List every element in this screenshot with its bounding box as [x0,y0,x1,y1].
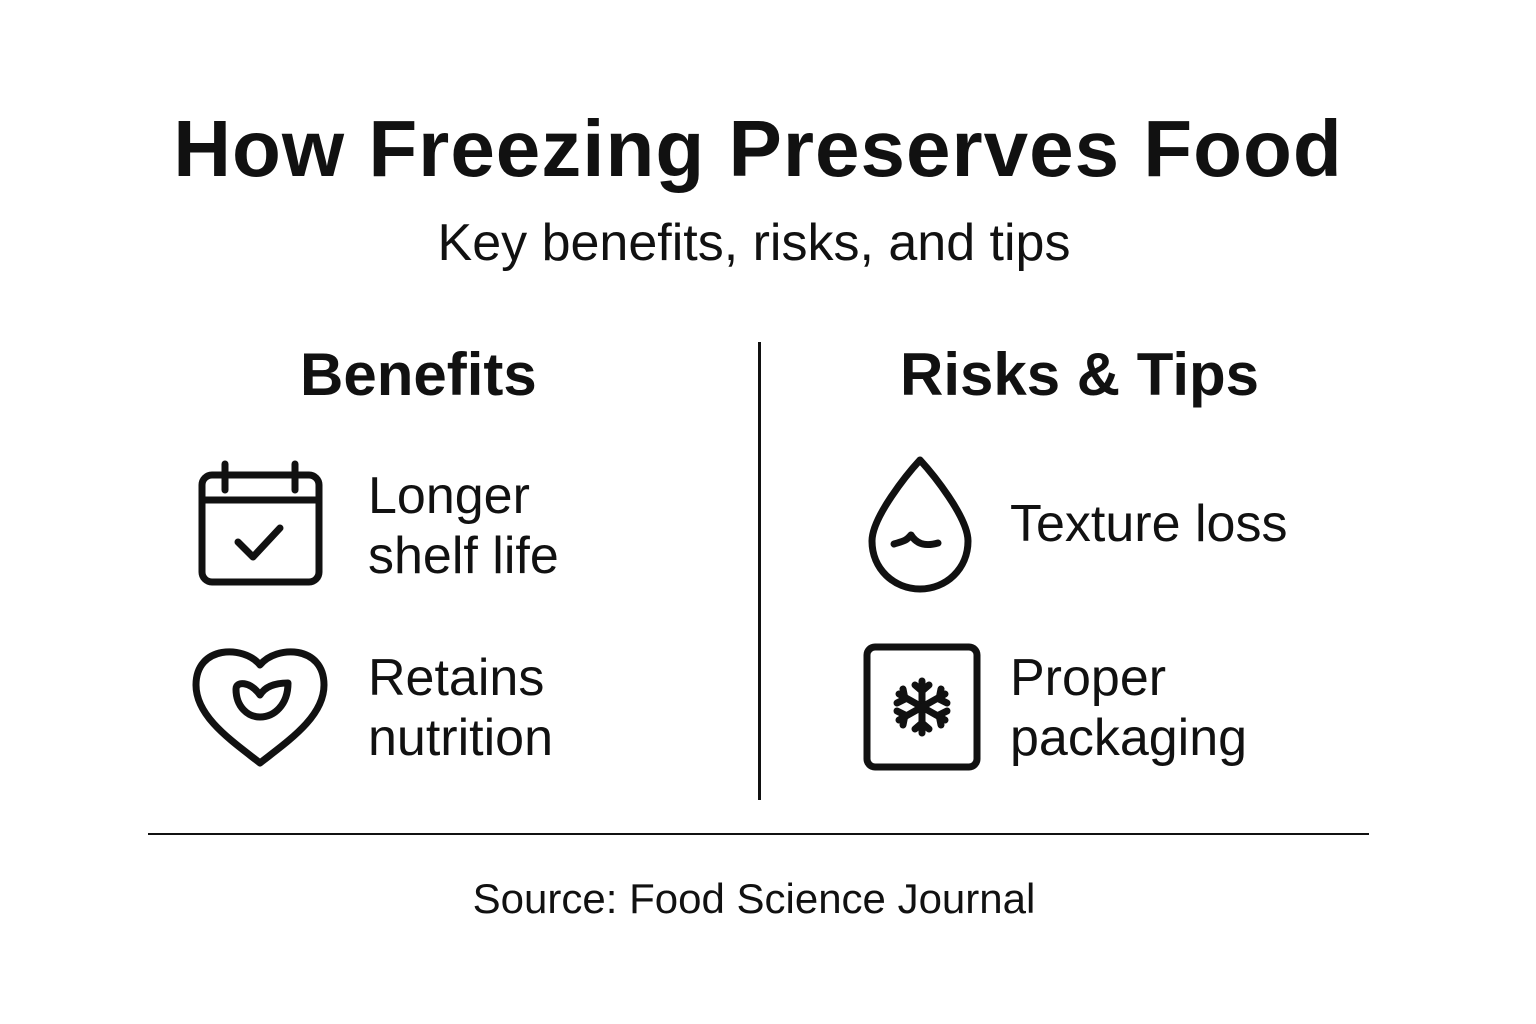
risks-heading: Risks & Tips [900,341,1260,408]
benefits-heading: Benefits [300,341,537,408]
benefit-label-line1: Longer [368,467,530,525]
footer-divider [148,833,1369,835]
benefit-item-shelf-life: Longer shelf life [368,466,559,586]
column-divider [758,342,761,800]
risk-label-line2: packaging [1010,709,1248,767]
snowflake-box-icon [863,643,981,771]
benefit-label-line1: Retains [368,649,545,707]
benefit-label-line2: nutrition [368,709,553,767]
risk-item-texture-loss: Texture loss [1010,494,1287,554]
source-citation: Source: Food Science Journal [472,875,1036,922]
page-title: How Freezing Preserves Food [173,104,1343,193]
page-subtitle: Key benefits, risks, and tips [437,214,1071,272]
risk-label-line1: Texture loss [1010,495,1288,553]
benefit-label-line2: shelf life [368,527,559,585]
risk-item-packaging: Proper packaging [1010,648,1247,768]
benefit-item-nutrition: Retains nutrition [368,648,553,768]
heart-leaf-icon [192,648,328,767]
risk-label-line1: Proper [1010,649,1167,707]
water-drop-icon [868,456,972,593]
calendar-check-icon [198,460,323,586]
